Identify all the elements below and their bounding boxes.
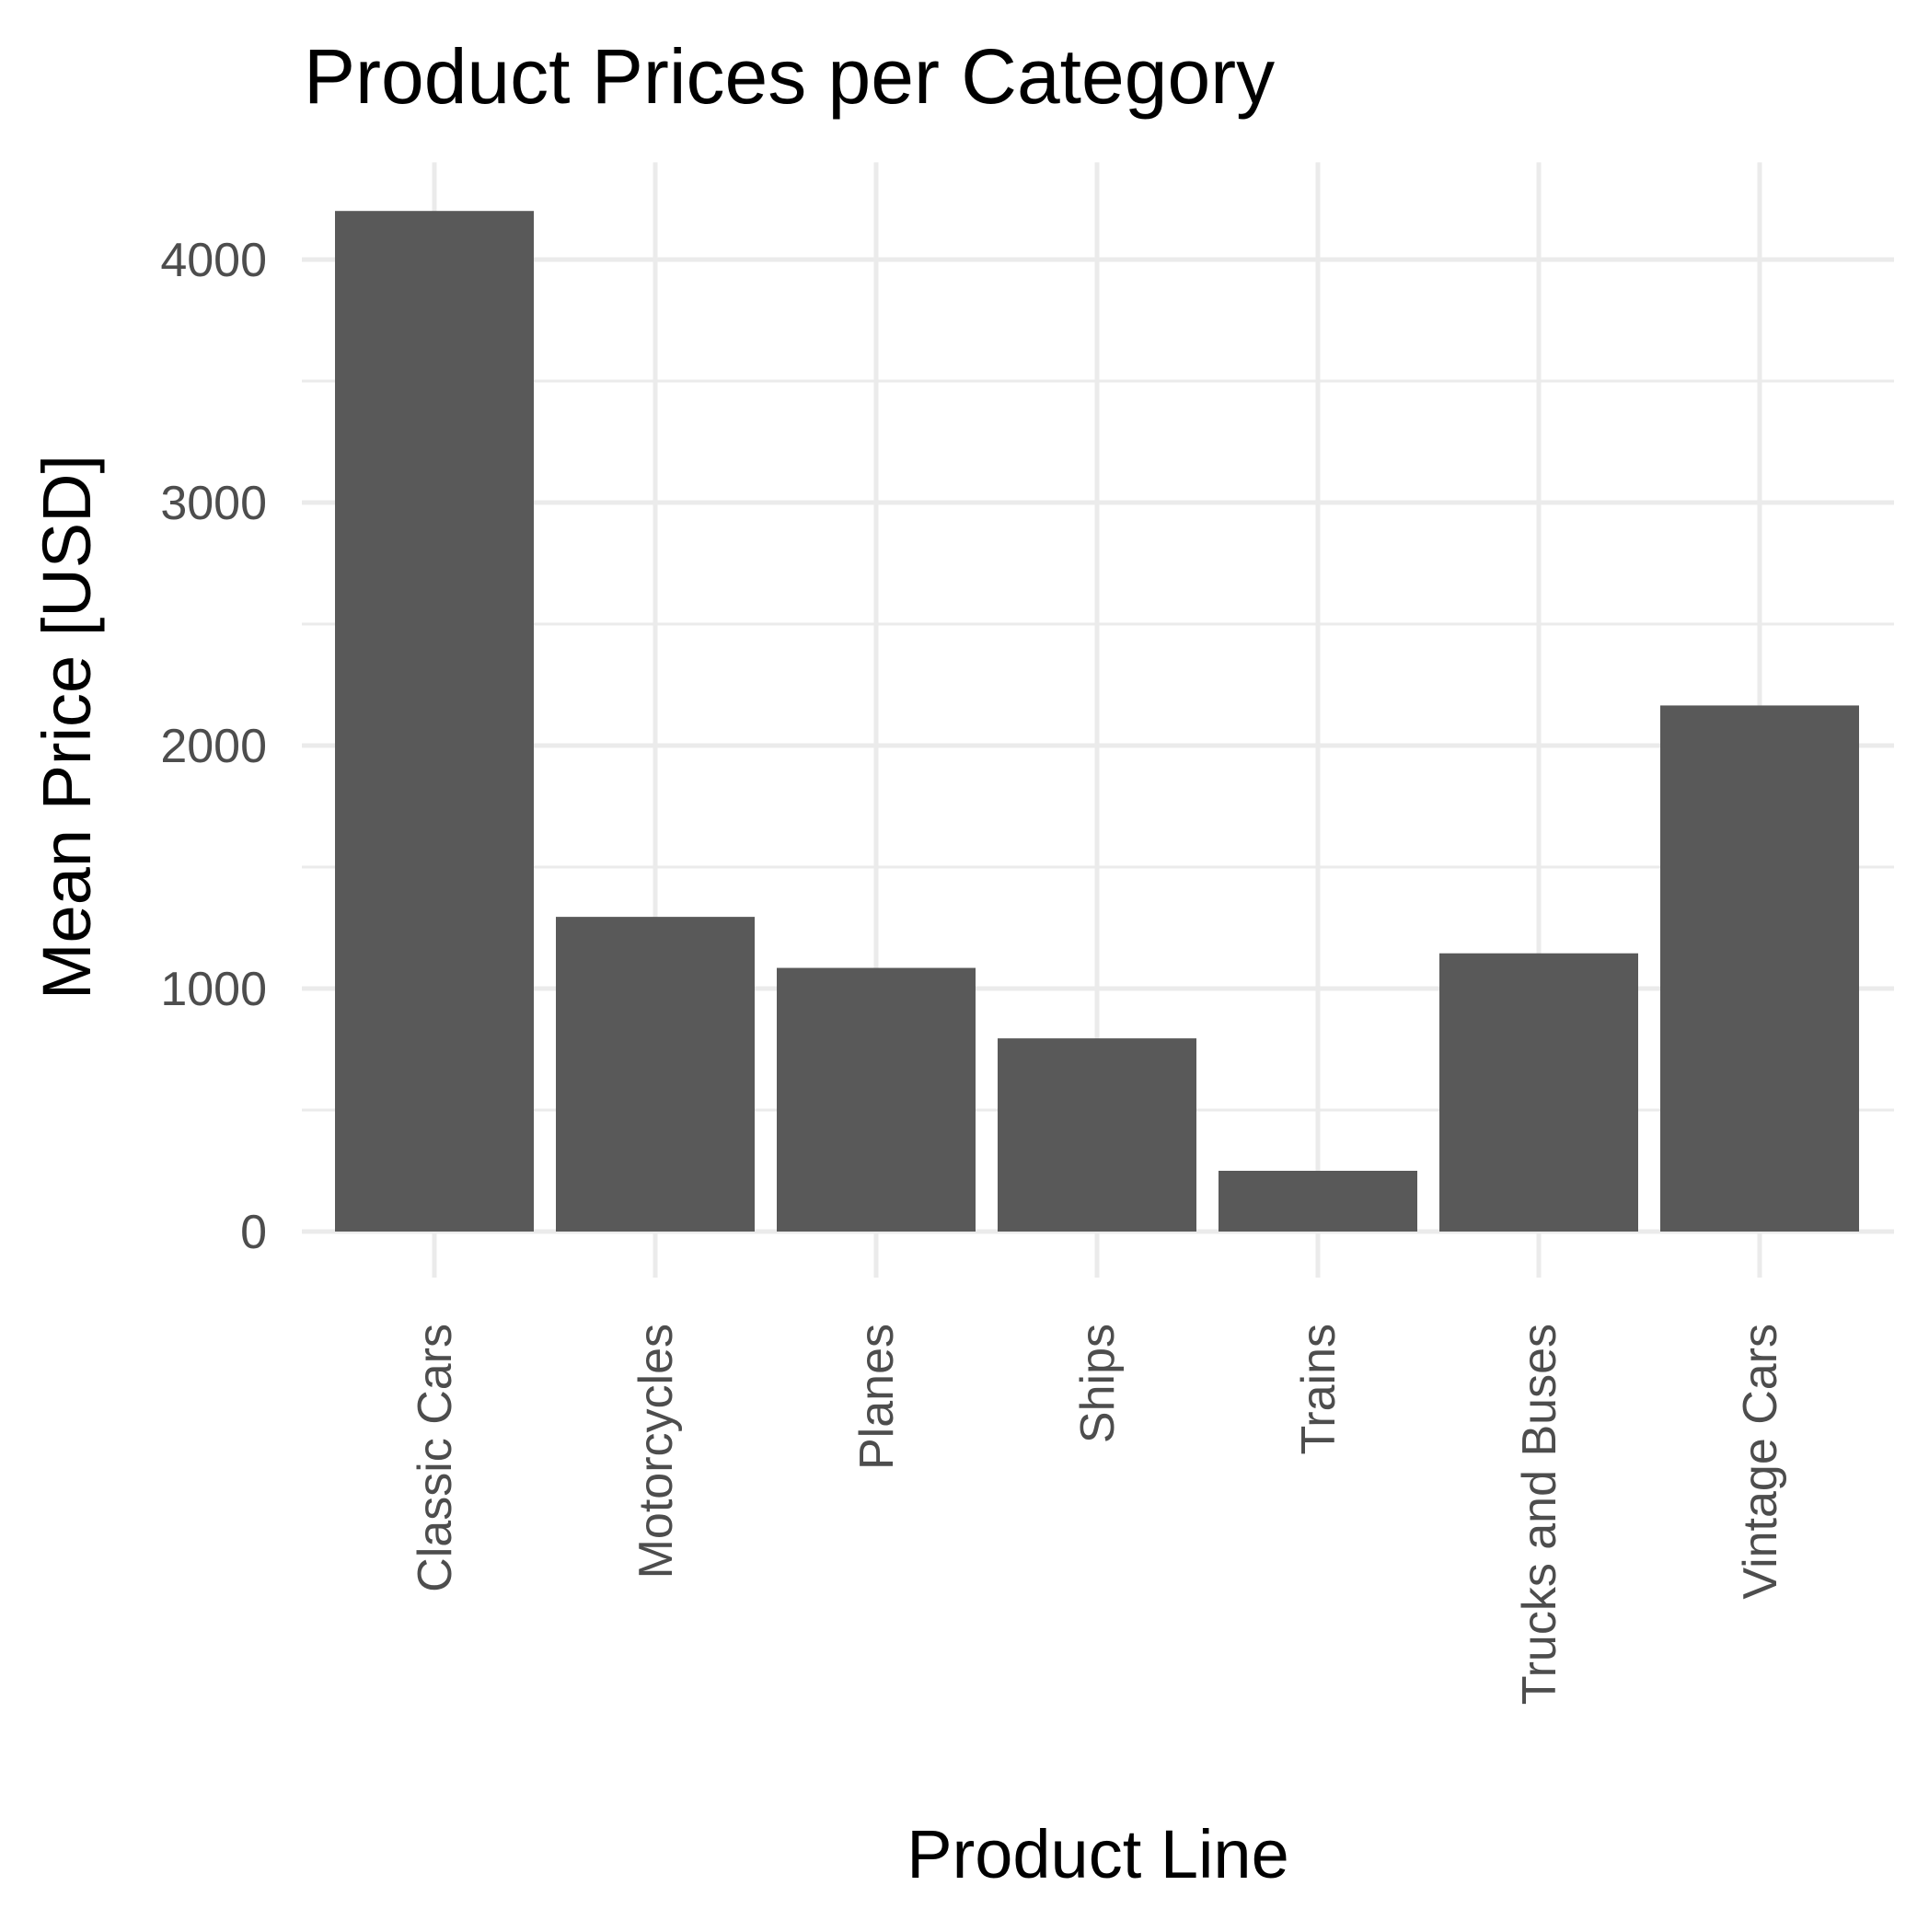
x-axis-title: Product Line	[907, 1816, 1289, 1892]
y-tick-label: 4000	[160, 234, 267, 287]
bar	[1219, 1171, 1417, 1232]
y-tick-label: 3000	[160, 477, 267, 530]
bar	[1660, 705, 1859, 1232]
y-axis-ticks: 0 1000 2000 3000 4000	[160, 234, 267, 1259]
y-tick-label: 1000	[160, 963, 267, 1016]
bar	[777, 967, 976, 1232]
bar	[1439, 953, 1638, 1232]
x-tick-label: Trains	[1292, 1324, 1346, 1455]
x-tick-label: Ships	[1071, 1324, 1125, 1443]
bar	[556, 917, 755, 1232]
y-tick-label: 0	[240, 1206, 267, 1259]
chart-title: Product Prices per Category	[304, 33, 1275, 120]
y-axis-title: Mean Price [USD]	[29, 455, 105, 1000]
x-tick-label: Vintage Cars	[1734, 1324, 1787, 1600]
x-tick-label: Classic Cars	[409, 1324, 462, 1592]
x-tick-label: Motorcycles	[630, 1324, 683, 1579]
y-tick-label: 2000	[160, 720, 267, 773]
bars	[335, 211, 1859, 1232]
bar	[998, 1038, 1196, 1232]
x-axis-ticks: Classic Cars Motorcycles Planes Ships Trains…	[409, 1324, 1787, 1705]
x-tick-label: Trucks and Buses	[1513, 1324, 1566, 1705]
x-tick-label: Planes	[850, 1324, 904, 1470]
bar	[335, 211, 534, 1232]
